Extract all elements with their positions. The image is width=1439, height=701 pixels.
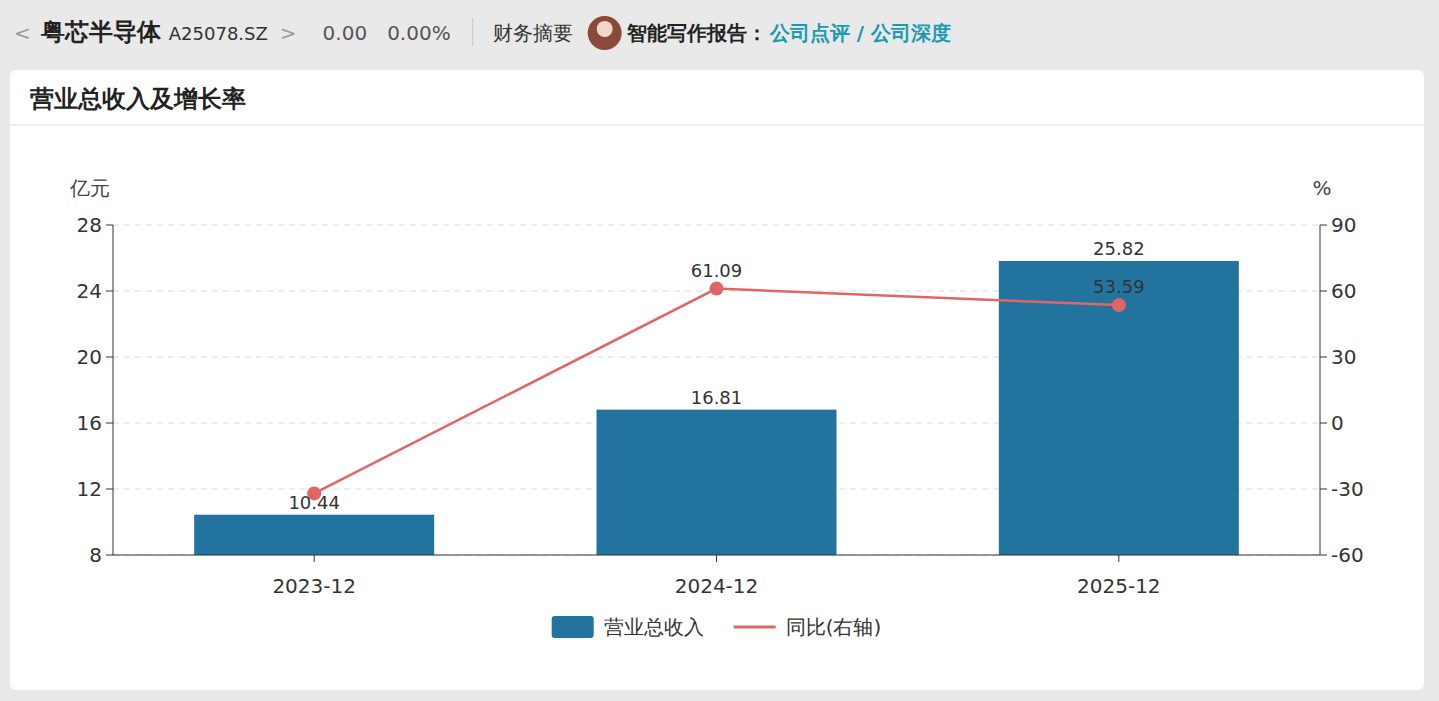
header-link2[interactable]: 公司深度 bbox=[870, 21, 951, 45]
line-marker bbox=[1112, 298, 1126, 312]
chart-title: 营业总收入及增长率 bbox=[29, 85, 246, 113]
y2-tick-label: 90 bbox=[1331, 213, 1356, 237]
y2-tick bbox=[1320, 489, 1327, 490]
y2-tick bbox=[1320, 225, 1327, 226]
header-next[interactable]: > bbox=[280, 21, 297, 45]
y-tick bbox=[106, 225, 113, 226]
y-tick bbox=[106, 555, 113, 556]
data-label: 16.81 bbox=[691, 387, 743, 408]
y-tick-label: 28 bbox=[77, 213, 102, 237]
header-separator bbox=[472, 18, 473, 46]
data-label: 10.44 bbox=[288, 492, 340, 513]
x-tick bbox=[1118, 555, 1119, 562]
y2-tick bbox=[1320, 291, 1327, 292]
header-link1[interactable]: 公司点评 bbox=[769, 21, 850, 45]
data-label: 53.59 bbox=[1093, 276, 1145, 297]
legend-label: 同比(右轴) bbox=[786, 615, 882, 639]
y-tick-label: 20 bbox=[77, 345, 102, 369]
marks bbox=[194, 261, 1239, 555]
header-sep: / bbox=[857, 21, 865, 45]
x-tick-label: 2023-12 bbox=[272, 574, 356, 598]
legend-label: 营业总收入 bbox=[604, 615, 704, 639]
data-label: 25.82 bbox=[1093, 238, 1145, 259]
x-tick bbox=[716, 555, 717, 562]
bar bbox=[194, 515, 434, 555]
background bbox=[0, 0, 1439, 701]
line bbox=[314, 289, 1119, 494]
y-tick-label: 24 bbox=[77, 279, 102, 303]
avatar bbox=[588, 16, 622, 50]
grid-line bbox=[113, 225, 1320, 226]
y2-tick-label: -30 bbox=[1331, 477, 1364, 501]
y-axis-title: 亿元 bbox=[69, 176, 110, 200]
y-tick bbox=[106, 291, 113, 292]
y2-tick bbox=[1320, 555, 1327, 556]
y-tick-label: 16 bbox=[77, 411, 102, 435]
legend-swatch bbox=[734, 626, 776, 629]
x-tick-label: 2024-12 bbox=[675, 574, 759, 598]
y-tick bbox=[106, 423, 113, 424]
y-tick-label: 8 bbox=[89, 543, 102, 567]
y-tick-label: 12 bbox=[77, 477, 102, 501]
y-tick bbox=[106, 489, 113, 490]
data-label: 61.09 bbox=[691, 260, 743, 281]
x-tick bbox=[314, 555, 315, 562]
y2-tick-label: 0 bbox=[1331, 411, 1344, 435]
header-tab[interactable]: 财务摘要 bbox=[493, 21, 573, 45]
y2-tick bbox=[1320, 423, 1327, 424]
y2-axis-title: % bbox=[1312, 176, 1331, 200]
header-change: 0.00% bbox=[387, 21, 451, 45]
y2-tick-label: 60 bbox=[1331, 279, 1356, 303]
header-report_label: 智能写作报告： bbox=[626, 21, 767, 45]
header-name: 粤芯半导体 bbox=[40, 18, 162, 46]
legend-swatch bbox=[552, 616, 594, 638]
y2-tick bbox=[1320, 357, 1327, 358]
avatar-face bbox=[597, 21, 613, 37]
header-price: 0.00 bbox=[323, 21, 368, 45]
x-tick-label: 2025-12 bbox=[1077, 574, 1161, 598]
title-separator bbox=[10, 125, 1424, 126]
bar bbox=[999, 261, 1239, 555]
y2-tick-label: -60 bbox=[1331, 543, 1364, 567]
bar bbox=[597, 410, 837, 555]
line-marker bbox=[710, 282, 724, 296]
y2-axis bbox=[1320, 225, 1321, 555]
header-back[interactable]: < bbox=[14, 21, 31, 45]
y-axis bbox=[113, 225, 114, 555]
panel bbox=[10, 70, 1424, 690]
header-code: A25078.SZ bbox=[169, 23, 268, 44]
y-tick bbox=[106, 357, 113, 358]
y2-tick-label: 30 bbox=[1331, 345, 1356, 369]
legend: 营业总收入 同比(右轴) bbox=[552, 615, 882, 639]
